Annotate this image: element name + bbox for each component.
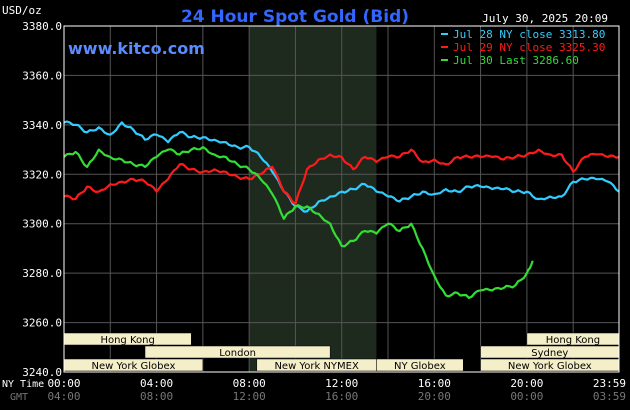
y-tick-label: 3260.0 (22, 317, 62, 330)
series-line (63, 120, 620, 213)
series-line (63, 146, 534, 299)
y-tick-label: 3280.0 (22, 267, 62, 280)
session-label: London (219, 348, 256, 359)
session-box (144, 345, 331, 359)
x-tick-label-gmt: 03:59 (593, 390, 626, 403)
session-label: New York NYMEX (274, 361, 359, 372)
x-tick-label-ny: 08:00 (233, 377, 266, 390)
legend-entry: Jul 29 NY close 3325.30 (453, 41, 605, 54)
unit-label: USD/oz (2, 4, 42, 17)
x-tick-label-ny: 20:00 (510, 377, 543, 390)
x-tick-label-ny: 12:00 (325, 377, 358, 390)
x-tick-label-ny: 23:59 (593, 377, 626, 390)
y-tick-label: 3300.0 (22, 218, 62, 231)
x-tick-label-ny: 00:00 (47, 377, 80, 390)
session-label: Hong Kong (100, 335, 154, 346)
session-label: NY Globex (394, 361, 446, 372)
y-tick-label: 3320.0 (22, 168, 62, 181)
plot-frame (63, 25, 620, 373)
chart-title: 24 Hour Spot Gold (Bid) (181, 7, 409, 27)
x-tick-label-gmt: 00:00 (510, 390, 543, 403)
legend-entry: Jul 28 NY close 3313.80 (453, 28, 605, 41)
ny-time-row-label: NY Time (2, 379, 44, 390)
gmt-row-label: GMT (10, 392, 28, 403)
x-tick-label-gmt: 08:00 (140, 390, 173, 403)
y-tick-label: 3240.0 (22, 366, 62, 379)
session-label: Sydney (531, 348, 568, 359)
session-highlight-band (249, 26, 377, 372)
y-tick-label: 3340.0 (22, 119, 62, 132)
y-tick-label: 3380.0 (22, 20, 62, 33)
session-box (376, 358, 464, 372)
website-watermark: www.kitco.com (68, 39, 205, 58)
session-label: New York Globex (92, 361, 176, 372)
x-tick-label-gmt: 12:00 (233, 390, 266, 403)
x-tick-label-gmt: 16:00 (325, 390, 358, 403)
x-tick-label-ny: 04:00 (140, 377, 173, 390)
session-label: Hong Kong (546, 335, 600, 346)
y-tick-label: 3360.0 (22, 69, 62, 82)
x-tick-label-gmt: 04:00 (47, 390, 80, 403)
legend-entry: Jul 30 Last 3286.60 (453, 54, 579, 67)
series-line (63, 148, 620, 205)
session-label: New York Globex (508, 361, 592, 372)
x-tick-label-gmt: 20:00 (418, 390, 451, 403)
x-tick-label-ny: 16:00 (418, 377, 451, 390)
timestamp-label: July 30, 2025 20:09 (482, 12, 608, 25)
